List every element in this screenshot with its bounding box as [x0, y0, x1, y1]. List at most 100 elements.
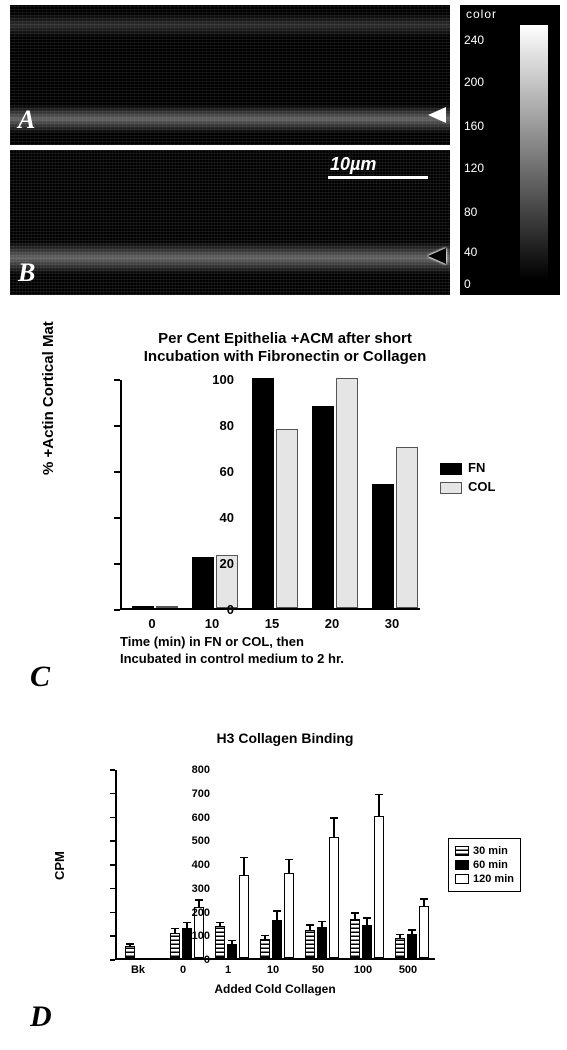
legend-fn: FN [440, 460, 495, 475]
chart-c-ytick-label: 60 [194, 464, 234, 479]
chart-d-errorcap [306, 924, 314, 926]
chart-d-ytick-label: 800 [170, 764, 210, 776]
top-band [10, 13, 450, 37]
chart-c-bar [132, 606, 154, 608]
chart-d-ylabel: CPM [52, 851, 67, 880]
chart-c-bar [252, 378, 274, 608]
legend-60min: 60 min [455, 859, 514, 871]
chart-c-xtick-label: 10 [187, 616, 237, 631]
chart-d-bar [260, 939, 270, 958]
chart-d-errorbar [276, 911, 278, 921]
chart-d-bar [227, 944, 237, 958]
chart-c-ytick [114, 609, 120, 611]
legend-col: COL [440, 479, 495, 494]
chart-d-ytick-label: 700 [170, 788, 210, 800]
chart-c-xtick-label: 0 [127, 616, 177, 631]
legend-fn-label: FN [468, 460, 485, 475]
chart-d-errorbar [243, 857, 245, 875]
chart-d-bar [419, 906, 429, 958]
chart-d-errorcap [408, 929, 416, 931]
chart-d-errorbar [378, 794, 380, 815]
colorkey-tick: 120 [464, 161, 484, 175]
chart-d-errorcap [183, 922, 191, 924]
chart-c-xtick-label: 15 [247, 616, 297, 631]
chart-c-ytick-label: 0 [194, 602, 234, 617]
chart-d-xtick-label: 0 [163, 964, 203, 976]
signal-band [10, 242, 450, 274]
chart-c-ytick [114, 517, 120, 519]
chart-d-errorcap [396, 934, 404, 936]
colorkey-tick: 80 [464, 205, 477, 219]
chart-d-bar [395, 938, 405, 958]
chart-c-ytick [114, 379, 120, 381]
chart-d-bar [374, 816, 384, 959]
chart-d-bar [125, 946, 135, 958]
chart-d-bar [215, 926, 225, 958]
signal-band [10, 105, 450, 133]
chart-d-errorcap [330, 817, 338, 819]
chart-c-bar [312, 406, 334, 608]
chart-d-errorbar [366, 918, 368, 925]
chart-c-xtick-label: 30 [367, 616, 417, 631]
chart-d-errorbar [333, 818, 335, 837]
chart-d-ytick-label: 200 [170, 907, 210, 919]
chart-d-ytick [110, 769, 115, 771]
scale-label: 10µm [330, 154, 376, 175]
chart-d-xtick-label: Bk [118, 964, 158, 976]
chart-d-bar [284, 873, 294, 959]
legend-60-label: 60 min [473, 859, 508, 871]
chart-c-xtick-label: 20 [307, 616, 357, 631]
chart-d-ytick [110, 840, 115, 842]
legend-30min: 30 min [455, 845, 514, 857]
chart-c-plot-area [120, 380, 420, 610]
chart-c-ytick-label: 40 [194, 510, 234, 525]
colorkey-tick: 160 [464, 119, 484, 133]
chart-d-errorcap [351, 912, 359, 914]
chart-d-xtick-label: 50 [298, 964, 338, 976]
chart-d-ytick-label: 300 [170, 883, 210, 895]
chart-d-errorbar [423, 899, 425, 906]
chart-d-errorcap [375, 794, 383, 796]
chart-c-bar [372, 484, 394, 608]
legend-120min: 120 min [455, 873, 514, 885]
chart-c-xlabel: Time (min) in FN or COL, then Incubated … [120, 634, 460, 668]
chart-d-errorcap [363, 917, 371, 919]
chart-d-errorcap [318, 921, 326, 923]
chart-d-ytick-label: 100 [170, 930, 210, 942]
chart-c-ytick-label: 100 [194, 372, 234, 387]
chart-d-container: H3 Collagen Binding CPM 30 min 60 min 12… [30, 730, 540, 1010]
chart-d-errorcap [420, 898, 428, 900]
micrograph-panel-b: B 10µm [10, 150, 450, 295]
scale-bar [328, 176, 428, 179]
chart-d-ytick [110, 935, 115, 937]
chart-d-ytick [110, 959, 115, 961]
chart-d-xlabel: Added Cold Collagen [115, 982, 435, 996]
chart-d-title: H3 Collagen Binding [30, 730, 540, 746]
chart-c-title-line2: Incubation with Fibronectin or Collagen [144, 348, 427, 365]
chart-c-xlabel-l1: Time (min) in FN or COL, then [120, 634, 304, 649]
chart-d-errorcap [216, 922, 224, 924]
chart-d-ytick [110, 817, 115, 819]
chart-d-ytick-label: 400 [170, 859, 210, 871]
chart-c-bar [336, 378, 358, 608]
micrograph-panel-a: A [10, 5, 450, 145]
arrowhead-marker-a [428, 107, 446, 123]
chart-d-xtick-label: 10 [253, 964, 293, 976]
chart-c-bar [276, 429, 298, 608]
chart-d-ytick [110, 793, 115, 795]
arrowhead-marker-b [428, 248, 446, 264]
panel-letter-d: D [30, 1000, 52, 1034]
chart-d-bar [407, 934, 417, 958]
chart-d-bar [272, 920, 282, 958]
chart-d-errorcap [285, 859, 293, 861]
colorkey-tick: 200 [464, 75, 484, 89]
chart-d-xtick-label: 100 [343, 964, 383, 976]
chart-d-errorcap [228, 940, 236, 942]
chart-d-xtick-label: 500 [388, 964, 428, 976]
swatch-fn [440, 463, 462, 475]
chart-c-ytick [114, 563, 120, 565]
chart-d-errorcap [195, 899, 203, 901]
swatch-60 [455, 860, 469, 870]
chart-d-errorcap [273, 910, 281, 912]
chart-d-errorcap [126, 943, 134, 945]
